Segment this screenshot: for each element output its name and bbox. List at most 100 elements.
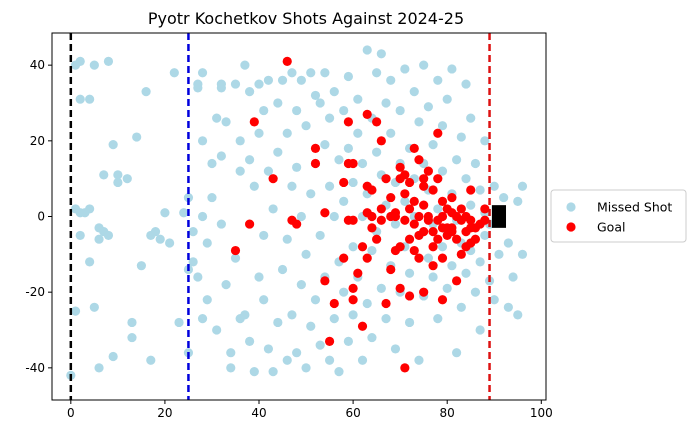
missed-shot-point: [508, 272, 518, 282]
missed-shot-point: [404, 268, 415, 278]
missed-shot-point: [216, 151, 226, 161]
missed-shot-point: [306, 321, 316, 331]
goal-point: [404, 234, 415, 244]
missed-shot-point: [456, 302, 466, 312]
missed-shot-point: [428, 272, 438, 282]
missed-shot-point: [437, 121, 448, 131]
series-missed-shot: [66, 45, 528, 381]
goal-point: [409, 143, 419, 153]
missed-shot-point: [386, 75, 396, 85]
goal-point: [456, 249, 466, 259]
missed-shot-point: [357, 355, 368, 365]
missed-shot-point: [310, 295, 321, 305]
missed-shot-point: [447, 261, 457, 271]
goal-point: [409, 196, 419, 206]
y-axis: -40 -20 0 20 40: [25, 58, 52, 375]
missed-shot-point: [221, 117, 231, 127]
missed-shot-point: [113, 170, 123, 180]
missed-shot-point: [268, 204, 278, 214]
missed-shot-point: [513, 310, 523, 320]
missed-shot-point: [263, 344, 274, 354]
missed-shot-point: [216, 219, 226, 229]
missed-shot-point: [212, 325, 222, 335]
missed-shot-point: [466, 200, 476, 210]
missed-shot-point: [517, 249, 528, 259]
goal-point: [423, 215, 433, 225]
plot-area: [51, 32, 547, 401]
missed-shot-point: [296, 280, 306, 290]
missed-shot-point: [414, 355, 424, 365]
missed-shot-point: [99, 170, 109, 180]
missed-shot-point: [301, 363, 311, 373]
goal-point: [381, 174, 391, 184]
missed-shot-point: [414, 117, 424, 127]
missed-shot-point: [108, 140, 118, 150]
missed-shot-point: [301, 121, 311, 131]
goal-point: [414, 211, 424, 222]
goal-point: [428, 242, 438, 252]
missed-shot-point: [480, 136, 490, 146]
goal-point: [282, 56, 292, 66]
missed-shot-point: [207, 192, 217, 203]
missed-shot-point: [475, 325, 485, 335]
missed-shot-point: [259, 105, 269, 116]
goal-point: [348, 215, 358, 225]
missed-shot-point: [339, 287, 349, 297]
missed-shot-point: [259, 230, 269, 241]
missed-shot-point: [277, 75, 288, 85]
missed-shot-point: [437, 242, 448, 252]
goal-point: [339, 253, 349, 263]
missed-shot-point: [367, 245, 377, 256]
goal-point: [381, 298, 391, 309]
x-tick-label: 80: [440, 406, 455, 420]
missed-shot-point: [475, 257, 485, 267]
missed-shot-point: [273, 317, 283, 328]
missed-shot-point: [362, 298, 372, 309]
missed-shot-point: [376, 283, 386, 293]
missed-shot-point: [240, 310, 250, 320]
goal-point: [372, 234, 382, 244]
goal-point: [400, 363, 410, 373]
y-tick-label: -20: [25, 285, 45, 299]
goal-point: [419, 227, 429, 237]
legend-label: Goal: [597, 220, 625, 235]
missed-shot-point: [461, 79, 471, 89]
x-tick-label: 0: [67, 406, 75, 420]
missed-shot-point: [372, 68, 382, 78]
missed-shot-point: [306, 189, 316, 199]
legend-marker: [566, 222, 576, 232]
missed-shot-point: [372, 147, 382, 157]
missed-shot-point: [174, 317, 184, 328]
missed-shot-point: [489, 295, 499, 305]
missed-shot-point: [113, 177, 123, 188]
missed-shot-point: [400, 196, 410, 206]
missed-shot-point: [423, 102, 433, 112]
missed-shot-point: [179, 208, 189, 218]
goal-point: [409, 245, 419, 256]
missed-shot-point: [268, 367, 278, 377]
missed-shot-point: [517, 181, 528, 191]
goal-point: [428, 227, 438, 237]
missed-shot-point: [75, 230, 85, 241]
missed-shot-point: [263, 166, 274, 176]
missed-shot-point: [386, 128, 396, 138]
missed-shot-point: [197, 68, 208, 78]
missed-shot-point: [433, 204, 443, 214]
goal-point: [414, 155, 424, 165]
missed-shot-point: [296, 211, 306, 222]
goal-point: [386, 264, 396, 275]
goal-point: [437, 253, 448, 263]
missed-shot-point: [216, 79, 226, 89]
missed-shot-point: [292, 105, 302, 116]
missed-shot-point: [277, 264, 288, 275]
goal-point: [437, 295, 448, 305]
goal-point: [390, 208, 401, 218]
missed-shot-point: [423, 253, 433, 263]
missed-shot-point: [489, 181, 499, 191]
missed-shot-point: [197, 136, 208, 146]
missed-shot-point: [329, 87, 339, 97]
missed-shot-point: [452, 348, 462, 358]
missed-shot-point: [447, 64, 457, 74]
missed-shot-point: [282, 234, 292, 244]
goal-point: [404, 204, 415, 214]
